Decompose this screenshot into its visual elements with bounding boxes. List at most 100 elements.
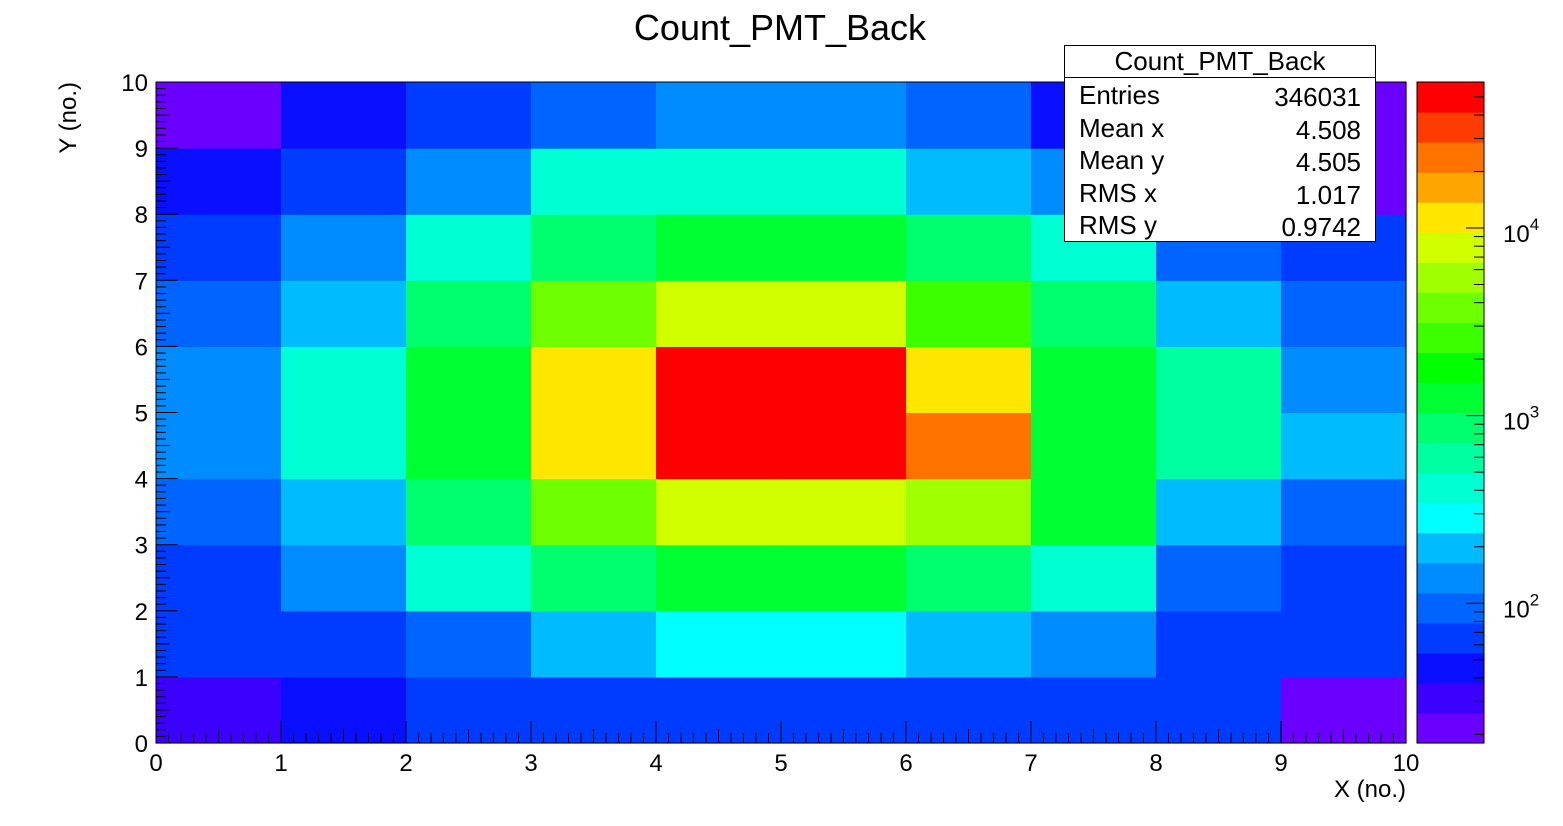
palette-swatch xyxy=(1417,382,1484,414)
stats-label: RMS y xyxy=(1079,210,1157,240)
chart-title: Count_PMT_Back xyxy=(634,7,927,48)
heatmap-cell xyxy=(906,412,1032,480)
heatmap-cell xyxy=(531,478,657,546)
x-tick-label: 10 xyxy=(1393,750,1420,777)
heatmap-cell xyxy=(281,148,407,215)
stats-title: Count_PMT_Back xyxy=(1065,46,1375,78)
palette-swatch xyxy=(1417,82,1484,113)
heatmap-cell xyxy=(781,544,907,612)
palette-swatch xyxy=(1417,502,1484,534)
y-tick-label: 9 xyxy=(135,136,148,163)
y-tick-label: 4 xyxy=(135,467,148,494)
heatmap-cell xyxy=(906,478,1032,546)
heatmap-cell xyxy=(656,346,782,414)
heatmap-cell xyxy=(781,610,907,678)
y-tick-label: 0 xyxy=(135,731,148,758)
x-axis-label: X (no.) xyxy=(1334,776,1406,803)
palette-swatch xyxy=(1417,112,1484,143)
heatmap-cell xyxy=(906,346,1032,414)
stats-value: 4.505 xyxy=(1295,147,1361,177)
color-palette xyxy=(1416,81,1485,744)
heatmap-cell xyxy=(781,412,907,480)
heatmap-cell xyxy=(906,610,1032,678)
heatmap-cell xyxy=(656,610,782,678)
heatmap-cell xyxy=(781,214,907,281)
z-tick-label: 102 xyxy=(1503,590,1539,623)
palette-swatch xyxy=(1417,652,1484,684)
heatmap-cell xyxy=(531,610,657,678)
palette-swatch xyxy=(1417,352,1484,384)
x-tick-label: 2 xyxy=(399,750,412,777)
palette-swatch xyxy=(1417,412,1484,444)
heatmap-cell xyxy=(281,214,407,281)
heatmap-cell xyxy=(1031,412,1157,480)
x-axis-ticks: 0 1 2 3 4 5 6 7 8 9 10 xyxy=(149,721,1419,777)
palette-swatch xyxy=(1417,292,1484,323)
y-tick-label: 8 xyxy=(135,202,148,229)
heatmap-cell xyxy=(281,280,407,347)
heatmap-cell xyxy=(406,412,532,480)
palette-swatch xyxy=(1417,142,1484,173)
heatmap-cell xyxy=(781,478,907,546)
heatmap-cell xyxy=(656,148,782,215)
palette-swatch xyxy=(1417,172,1484,203)
heatmap-cell xyxy=(781,346,907,414)
z-tick-label: 103 xyxy=(1503,403,1539,436)
heatmap-cell xyxy=(1031,544,1157,612)
y-axis-ticks: 0 1 2 3 4 5 6 7 8 9 10 xyxy=(121,70,178,758)
y-axis-label: Y (no.) xyxy=(55,82,82,154)
palette-swatch xyxy=(1417,232,1484,263)
heatmap-cell xyxy=(156,82,282,149)
stats-box: Count_PMT_Back Entries 346031 Mean x 4.5… xyxy=(1064,45,1376,242)
x-tick-label: 3 xyxy=(524,750,537,777)
y-tick-label: 6 xyxy=(135,334,148,361)
heatmap-cell xyxy=(906,544,1032,612)
palette-swatch xyxy=(1417,322,1484,354)
heatmap-cell xyxy=(406,148,532,215)
stats-row-mean-x: Mean x 4.508 xyxy=(1065,111,1375,145)
heatmap-cell xyxy=(1031,346,1157,414)
stats-label: Entries xyxy=(1079,80,1160,110)
heatmap-cell xyxy=(1156,346,1282,414)
heatmap-cell xyxy=(531,280,657,347)
stats-label: Mean y xyxy=(1079,145,1165,175)
heatmap-cell xyxy=(656,280,782,347)
heatmap-cell xyxy=(781,82,907,149)
heatmap-cell xyxy=(406,544,532,612)
palette-border xyxy=(1416,81,1485,744)
y-tick-label: 10 xyxy=(121,70,148,97)
heatmap-cell xyxy=(781,280,907,347)
heatmap-cell xyxy=(1156,478,1282,546)
heatmap-cell xyxy=(1156,610,1282,678)
palette-swatch xyxy=(1417,562,1484,594)
palette-swatch xyxy=(1417,442,1484,474)
heatmap-cell xyxy=(906,280,1032,347)
heatmap-cell xyxy=(1156,280,1282,347)
heatmap-cell xyxy=(1281,544,1407,612)
stats-value: 4.508 xyxy=(1295,114,1361,145)
heatmap-cell xyxy=(1281,280,1407,347)
heatmap-cell xyxy=(406,478,532,546)
heatmap-cell xyxy=(156,544,282,612)
heatmap-cell xyxy=(906,148,1032,215)
heatmap-cell xyxy=(156,214,282,281)
heatmap-cell xyxy=(406,346,532,414)
heatmap-cell xyxy=(1281,478,1407,546)
stats-value: 1.017 xyxy=(1295,179,1361,210)
heatmap-cell xyxy=(531,148,657,215)
heatmap-cell xyxy=(656,214,782,281)
heatmap-cell xyxy=(406,280,532,347)
heatmap-cell xyxy=(1031,478,1157,546)
heatmap-cell xyxy=(656,478,782,546)
heatmap-cell xyxy=(281,544,407,612)
z-axis-ticks: 102 103 104 xyxy=(1466,81,1539,735)
palette-swatch xyxy=(1417,712,1484,744)
heatmap-cell xyxy=(531,82,657,149)
heatmap-cell xyxy=(156,610,282,678)
y-tick-label: 7 xyxy=(135,268,148,295)
heatmap-cell xyxy=(1156,412,1282,480)
heatmap-cell xyxy=(406,214,532,281)
heatmap-cell xyxy=(1031,280,1157,347)
heatmap-cell xyxy=(1281,346,1407,414)
heatmap-cell xyxy=(1281,412,1407,480)
